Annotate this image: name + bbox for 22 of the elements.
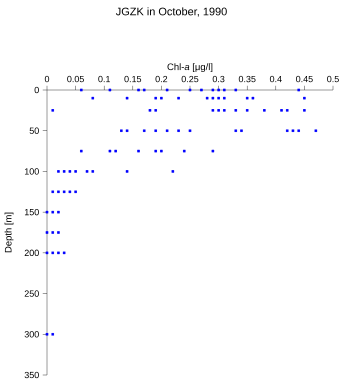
x-tick-label: 0.3: [212, 76, 224, 82]
y-axis-title: Depth [m]: [4, 212, 14, 252]
y-tick-label: 250: [24, 290, 39, 297]
y-tick-label: 150: [24, 208, 39, 216]
x-tick-label: 0.45: [296, 76, 313, 82]
x-tick-label: 0.4: [270, 76, 282, 82]
x-tick-label: 0.15: [124, 76, 142, 82]
y-tick-label: 350: [24, 372, 39, 378]
x-axis-title: Chl-a [μg/l]: [168, 63, 212, 72]
x-tick-label: 0.2: [156, 76, 168, 82]
x-tick-label: 0.25: [182, 76, 198, 82]
x-tick-label: 0.05: [67, 76, 84, 82]
y-tick-label: 0: [34, 86, 39, 94]
chart-title: JGZK in October, 1990: [116, 7, 227, 17]
x-tick-label: 0.1: [98, 76, 110, 82]
y-tick-label: 50: [30, 128, 39, 134]
x-tick-label: 0: [44, 76, 50, 82]
y-tick-label: 300: [24, 331, 39, 338]
x-tick-label: 0.35: [238, 76, 256, 82]
y-tick-label: 200: [24, 250, 39, 256]
y-tick-label: 100: [24, 168, 39, 175]
x-tick-label: 0.5: [327, 76, 339, 82]
